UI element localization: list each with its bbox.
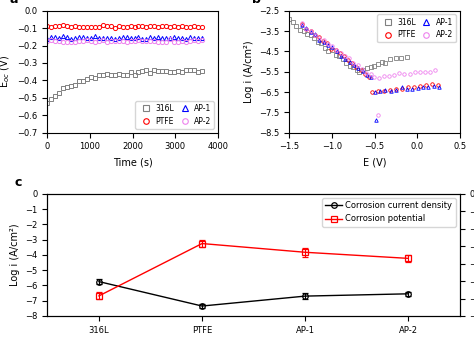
Y-axis label: Log i (A/cm²): Log i (A/cm²) — [10, 224, 20, 286]
Text: a: a — [10, 0, 18, 6]
Text: c: c — [14, 176, 22, 189]
Y-axis label: E$_{oc}$ (V): E$_{oc}$ (V) — [0, 55, 12, 88]
Y-axis label: Log i (A/cm²): Log i (A/cm²) — [244, 40, 254, 103]
Legend: 316L, PTFE, AP-1, AP-2: 316L, PTFE, AP-1, AP-2 — [377, 15, 456, 42]
Legend: Corrosion current density, Corrosion potential: Corrosion current density, Corrosion pot… — [322, 198, 456, 227]
X-axis label: E (V): E (V) — [363, 157, 386, 167]
Legend: 316L, PTFE, AP-1, AP-2: 316L, PTFE, AP-1, AP-2 — [135, 101, 214, 129]
X-axis label: Time (s): Time (s) — [113, 157, 153, 167]
Text: b: b — [252, 0, 261, 6]
